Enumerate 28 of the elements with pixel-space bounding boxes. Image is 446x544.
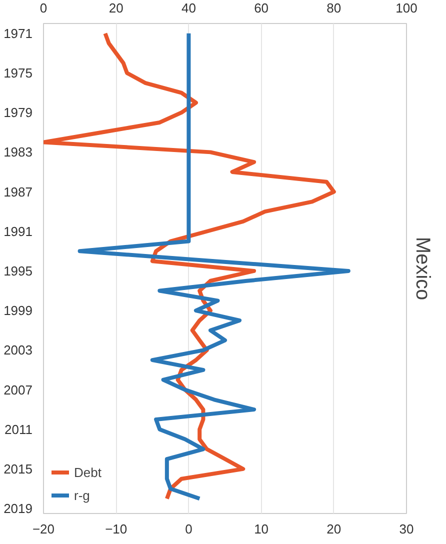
y-tick-label: 1991: [4, 224, 32, 239]
y-tick-label: 1975: [4, 65, 32, 80]
y-tick-label: 2019: [4, 501, 32, 516]
x-tick-label: 30: [399, 522, 414, 536]
y-tick-label: 1999: [4, 303, 32, 318]
y-tick-label: 1987: [4, 184, 32, 200]
y-tick-label: 1979: [4, 105, 32, 120]
x-tick-label: 0: [185, 522, 192, 536]
y-tick-label: 1983: [4, 144, 32, 160]
y-tick-label: 1971: [4, 26, 32, 41]
x2-tick-label: 60: [254, 0, 269, 16]
x2-tick-label: 20: [108, 0, 124, 16]
y-tick-label: 2015: [4, 461, 32, 476]
legend-label: Debt: [74, 464, 102, 480]
y-tick-label: 2011: [4, 422, 33, 437]
x2-tick-label: 0: [40, 0, 48, 16]
x-tick-label: 10: [254, 522, 269, 536]
y-tick-label: 2007: [4, 382, 32, 398]
y-tick-label: 2003: [4, 342, 32, 358]
x2-tick-label: 100: [396, 0, 418, 16]
x2-tick-label: 80: [326, 0, 342, 16]
x2-tick-label: 40: [181, 0, 196, 16]
x-tick-label: −20: [32, 522, 55, 536]
x-tick-label: 20: [326, 522, 342, 536]
legend-label: r-g: [74, 488, 91, 502]
text: Mexico: [412, 236, 434, 300]
y-tick-label: 1995: [4, 263, 32, 278]
x-tick-label: −10: [105, 522, 128, 536]
